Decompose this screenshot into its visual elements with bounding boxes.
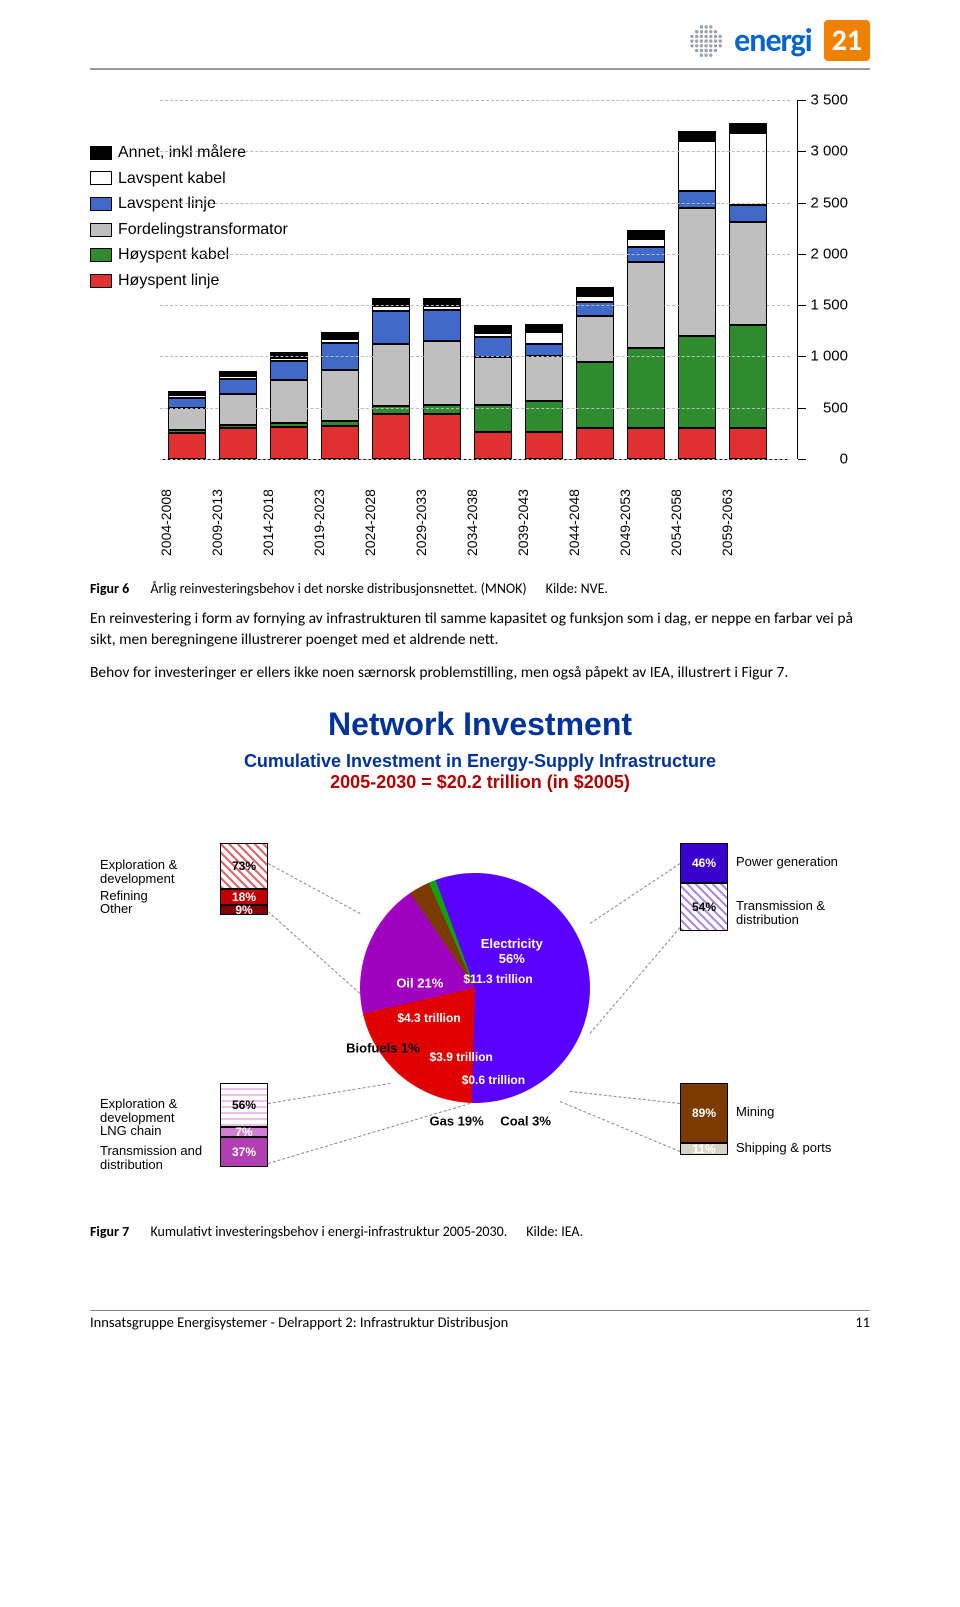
ni-subtitle-2: 2005-2030 = $20.2 trillion (in $2005) [90,772,870,793]
chart1-plot: 05001 0001 5002 0002 5003 0003 500 [160,100,790,460]
page-number: 11 [855,1313,870,1331]
ni-body: Electricity56%$11.3 trillionOil 21%$4.3 … [90,803,870,1203]
bar-2039-2043 [525,324,563,459]
bar-2029-2033 [423,298,461,459]
figure-6-caption: Figur 6 Årlig reinvesteringsbehov i det … [90,580,870,597]
paragraph-1: En reinvestering i form av fornying av i… [90,609,870,651]
logo-dots-icon [686,21,726,61]
bar-2014-2018 [270,352,308,459]
logo-text: energi [734,21,811,60]
bar-2004-2008 [168,391,206,459]
chart1-xaxis: 2004-20082009-20132014-20182019-20232024… [168,504,767,520]
footer-rule [90,1310,870,1311]
header-rule [90,68,870,70]
reinvestment-chart: Annet, inkl målereLavspent kabelLavspent… [90,100,870,520]
bar-2049-2053 [627,230,665,459]
page-footer: Innsatsgruppe Energisystemer - Delrappor… [90,1313,870,1331]
footer-text: Innsatsgruppe Energisystemer - Delrappor… [90,1313,508,1331]
bar-2034-2038 [474,325,512,459]
bar-2019-2023 [321,332,359,460]
network-investment-figure: Network Investment Cumulative Investment… [90,706,870,1203]
ni-subtitle-1: Cumulative Investment in Energy-Supply I… [90,751,870,772]
bar-2044-2048 [576,287,614,459]
ni-title: Network Investment [90,706,870,743]
pie-chart: Electricity56%$11.3 trillionOil 21%$4.3 … [360,873,590,1103]
bar-2009-2013 [219,371,257,459]
bar-2054-2058 [678,131,716,459]
logo-badge: 21 [824,20,870,61]
bar-2024-2028 [372,298,410,459]
brand-logo: energi 21 [686,20,870,61]
figure-7-caption: Figur 7 Kumulativt investeringsbehov i e… [90,1223,870,1240]
paragraph-2: Behov for investeringer er ellers ikke n… [90,663,870,684]
